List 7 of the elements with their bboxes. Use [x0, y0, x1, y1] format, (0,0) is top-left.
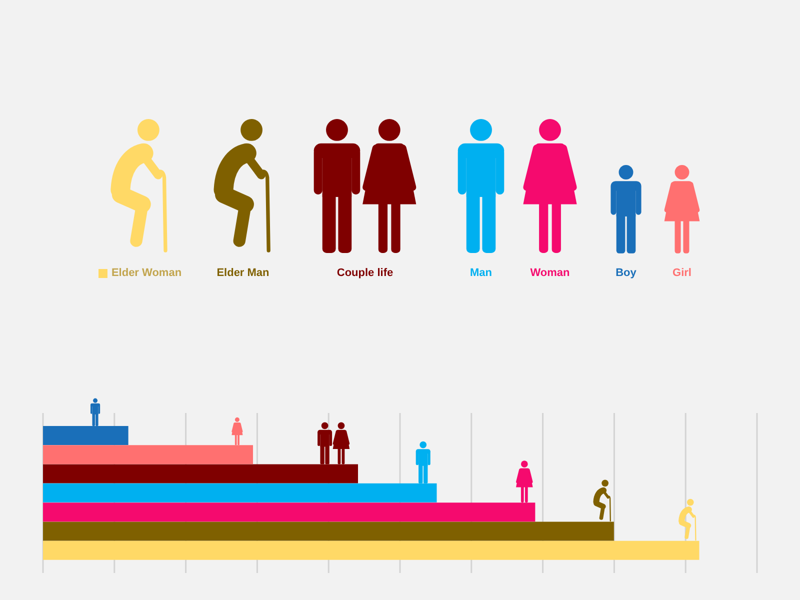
text: Couple life: [336, 267, 394, 280]
legend-label: Elder Woman: [111, 267, 182, 280]
text: Elder Man: [216, 267, 270, 280]
text: Woman: [530, 267, 570, 280]
text: Man: [470, 267, 492, 280]
text: Boy: [616, 266, 636, 280]
text: Girl: [672, 266, 692, 280]
